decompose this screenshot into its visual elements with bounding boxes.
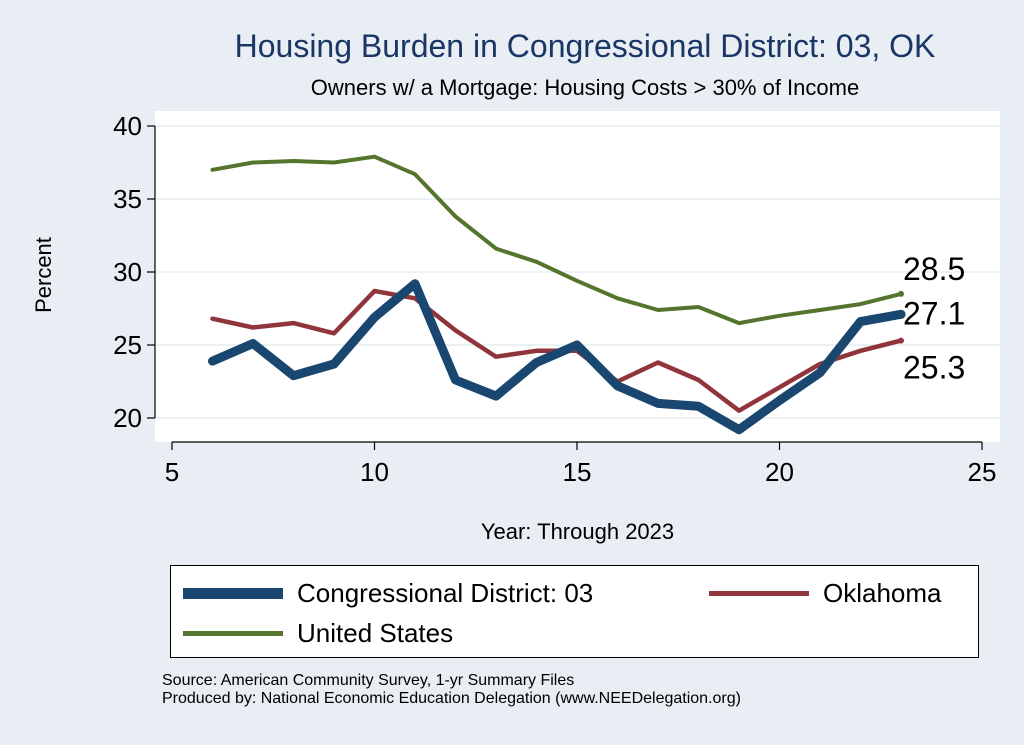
y-axis-title: Percent — [31, 237, 56, 313]
legend-item-district: Congressional District: 03 — [183, 578, 593, 609]
legend-item-united-states: United States — [183, 618, 453, 649]
legend-swatch-united-states — [183, 631, 283, 636]
legend-label-oklahoma: Oklahoma — [823, 578, 942, 608]
chart-subtitle: Owners w/ a Mortgage: Housing Costs > 30… — [310, 75, 860, 100]
y-tick-label: 25 — [113, 330, 142, 360]
source-note: Source: American Community Survey, 1-yr … — [162, 672, 741, 708]
x-tick-label: 5 — [165, 457, 179, 487]
axes: 20 25 30 35 40 5 10 15 20 25 — [113, 111, 996, 487]
end-value-label: 28.5 — [903, 251, 965, 287]
series-line-2 — [210, 154, 903, 326]
legend-swatch-district — [183, 588, 283, 599]
series-end-point — [898, 290, 904, 297]
y-tick-label: 40 — [113, 111, 142, 141]
end-value-label: 27.1 — [903, 295, 965, 331]
x-tick-label: 15 — [563, 457, 592, 487]
end-value-label: 25.3 — [903, 350, 965, 386]
legend-label-district: Congressional District: 03 — [297, 578, 594, 608]
grid-lines — [155, 125, 1000, 419]
legend-swatch-oklahoma — [709, 591, 809, 596]
legend: Congressional District: 03 Oklahoma Unit… — [170, 565, 979, 658]
legend-item-oklahoma: Oklahoma — [709, 578, 942, 609]
source-line: Source: American Community Survey, 1-yr … — [162, 672, 575, 689]
series-lines — [208, 154, 906, 435]
x-tick-label: 25 — [968, 457, 997, 487]
x-tick-label: 20 — [765, 457, 794, 487]
y-tick-label: 30 — [113, 257, 142, 287]
series-line-0 — [208, 279, 906, 435]
chart-title: Housing Burden in Congressional District… — [234, 28, 936, 64]
legend-label-united-states: United States — [297, 618, 454, 648]
y-tick-label: 20 — [113, 403, 142, 433]
series-end-point — [896, 309, 906, 319]
end-labels: 27.1 25.3 28.5 — [903, 251, 965, 386]
producer-line: Produced by: National Economic Education… — [162, 690, 741, 707]
x-axis-title: Year: Through 2023 — [480, 519, 675, 544]
y-tick-label: 35 — [113, 184, 142, 214]
plot-area — [155, 111, 1000, 442]
x-tick-label: 10 — [360, 457, 389, 487]
series-end-point — [898, 337, 904, 344]
